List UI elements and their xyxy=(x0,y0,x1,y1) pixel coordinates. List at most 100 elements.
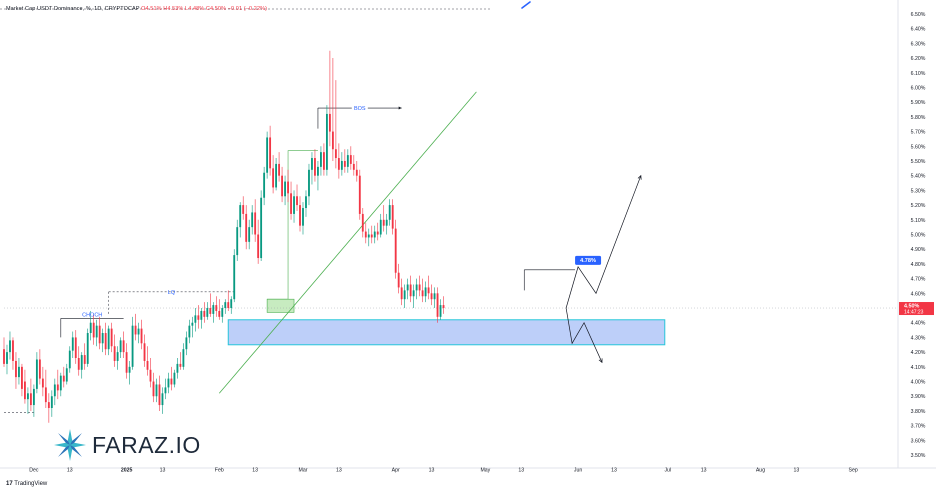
candle-body xyxy=(233,255,236,300)
candle xyxy=(18,358,20,385)
watermark-text: FARAZ.IO xyxy=(92,431,201,458)
candle xyxy=(346,149,349,173)
last-price-value: 4.50% xyxy=(904,304,919,310)
y-tick-label: 4.70% xyxy=(911,277,926,283)
candle-body xyxy=(409,284,412,297)
candle-body xyxy=(284,181,286,197)
candle xyxy=(334,80,337,169)
candle-body xyxy=(152,381,155,397)
candle xyxy=(418,275,421,297)
candle-body xyxy=(101,333,104,344)
candle-body xyxy=(53,384,56,397)
candle xyxy=(260,190,263,261)
candle xyxy=(44,369,47,409)
candle xyxy=(239,202,242,238)
candle xyxy=(275,158,278,191)
bearish-projection-arrow xyxy=(598,358,603,364)
candle-body xyxy=(242,205,245,214)
candle-body xyxy=(287,181,289,194)
candle-body xyxy=(167,378,170,388)
tradingview-brand[interactable]: 17 TradingView xyxy=(6,481,47,487)
y-tick-label: 6.40% xyxy=(911,27,926,33)
candle xyxy=(200,308,203,329)
x-tick-label: Jun xyxy=(574,468,582,474)
candle-body xyxy=(12,340,14,361)
candle-body xyxy=(176,363,179,373)
candle-body xyxy=(9,340,11,353)
faraz-logo-icon xyxy=(54,429,86,461)
candle xyxy=(176,358,179,379)
candle xyxy=(349,146,352,170)
candle xyxy=(71,331,74,359)
candle xyxy=(116,346,119,370)
candle-body xyxy=(421,290,424,297)
candle-body xyxy=(415,284,418,291)
candle-body xyxy=(296,196,298,206)
candle-body xyxy=(442,305,445,309)
candle-body xyxy=(15,360,17,378)
candles-layer xyxy=(3,50,445,423)
candle-body xyxy=(305,196,307,209)
candle xyxy=(59,372,62,397)
candle xyxy=(146,346,149,376)
candle-body xyxy=(257,234,260,259)
candle xyxy=(406,278,409,300)
y-tick-label: 5.50% xyxy=(911,159,926,165)
y-tick-label: 5.60% xyxy=(911,144,926,150)
candle-body xyxy=(311,158,313,170)
candle-body xyxy=(343,160,346,167)
candle-body xyxy=(221,308,224,317)
candle-body xyxy=(376,231,379,235)
candle-body xyxy=(104,333,107,350)
candle xyxy=(188,319,191,344)
candle xyxy=(140,319,143,350)
candle xyxy=(110,322,113,353)
candle-body xyxy=(334,149,337,159)
y-tick-label: 4.00% xyxy=(911,380,926,386)
candle-body xyxy=(21,366,23,389)
candle xyxy=(107,325,110,356)
candle xyxy=(388,199,391,226)
y-tick-label: 5.80% xyxy=(911,115,926,121)
candle xyxy=(203,302,206,323)
candle-body xyxy=(47,402,50,409)
candle xyxy=(206,302,209,320)
chart-header: Market Cap USDT Dominance, %, 1D, CRYPTO… xyxy=(6,6,267,12)
candle-body xyxy=(361,213,364,232)
candle xyxy=(227,290,230,311)
candle xyxy=(89,310,92,341)
candle xyxy=(134,313,137,341)
candle xyxy=(257,219,260,264)
candle xyxy=(382,205,385,232)
candle-body xyxy=(122,340,125,353)
candle xyxy=(325,105,328,176)
candle xyxy=(409,275,412,303)
candle xyxy=(56,369,59,400)
candle xyxy=(385,213,388,235)
candle xyxy=(367,228,370,247)
candle xyxy=(236,219,239,261)
y-tick-label: 4.20% xyxy=(911,350,926,356)
candle-body xyxy=(403,290,406,300)
candle-body xyxy=(35,359,38,389)
candle xyxy=(242,196,245,220)
candle xyxy=(6,344,8,375)
candle xyxy=(272,155,275,194)
candle-body xyxy=(224,302,227,309)
candle xyxy=(290,181,292,220)
candle xyxy=(29,378,32,411)
candle xyxy=(101,328,104,353)
price-axis[interactable]: 6.50% 6.40% 6.30% 6.20% 6.10% 6.00% 5.90% 5.80%… xyxy=(899,12,934,459)
candle-body xyxy=(352,163,355,170)
candle xyxy=(15,352,17,389)
candle-body xyxy=(206,308,209,317)
trendline xyxy=(218,91,477,394)
candle-body xyxy=(349,155,352,164)
candle xyxy=(424,281,427,303)
candle xyxy=(322,143,325,176)
candle xyxy=(439,299,442,320)
candle xyxy=(403,284,406,309)
time-axis[interactable]: Dec 13 2025 13 Feb 13 Mar 13 Apr 13 May 13 Jun 13 Jul 1… xyxy=(29,468,858,474)
